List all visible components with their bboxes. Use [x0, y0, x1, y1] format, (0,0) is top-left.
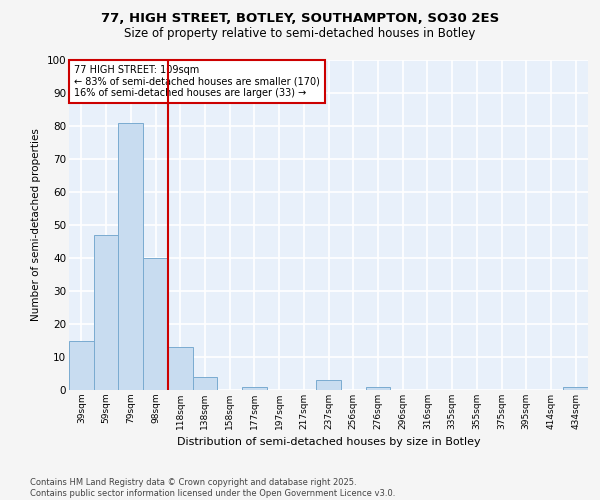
Bar	[118, 122, 143, 390]
Bar	[168, 347, 193, 390]
Y-axis label: Number of semi-detached properties: Number of semi-detached properties	[31, 128, 41, 322]
Bar	[563, 386, 588, 390]
Bar	[143, 258, 168, 390]
Text: 77 HIGH STREET: 109sqm
← 83% of semi-detached houses are smaller (170)
16% of se: 77 HIGH STREET: 109sqm ← 83% of semi-det…	[74, 65, 320, 98]
Bar	[193, 377, 217, 390]
Text: Size of property relative to semi-detached houses in Botley: Size of property relative to semi-detach…	[124, 28, 476, 40]
Bar	[365, 386, 390, 390]
Bar	[69, 340, 94, 390]
Bar	[242, 386, 267, 390]
Text: Contains HM Land Registry data © Crown copyright and database right 2025.
Contai: Contains HM Land Registry data © Crown c…	[30, 478, 395, 498]
X-axis label: Distribution of semi-detached houses by size in Botley: Distribution of semi-detached houses by …	[176, 438, 481, 448]
Bar	[316, 380, 341, 390]
Text: 77, HIGH STREET, BOTLEY, SOUTHAMPTON, SO30 2ES: 77, HIGH STREET, BOTLEY, SOUTHAMPTON, SO…	[101, 12, 499, 26]
Bar	[94, 235, 118, 390]
